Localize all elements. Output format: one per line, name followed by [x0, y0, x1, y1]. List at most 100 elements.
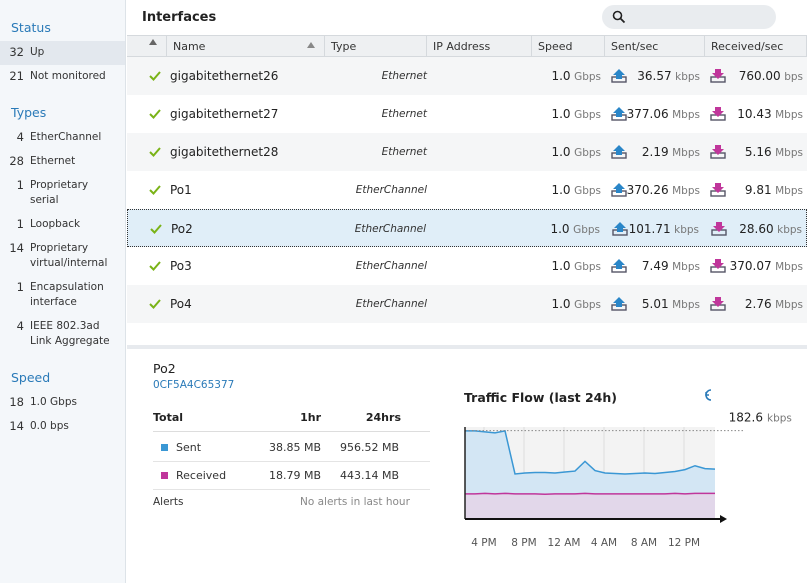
- column-header[interactable]: Speed: [532, 35, 605, 57]
- filter-count: 32: [9, 45, 24, 59]
- send-icon: [611, 259, 627, 273]
- check: [149, 109, 161, 119]
- sent-cell: 2.19 Mbps: [642, 133, 700, 172]
- section-title: Types: [11, 105, 47, 120]
- alerts-text: No alerts in last hour: [300, 496, 410, 508]
- totals-day: 956.52 MB: [339, 441, 399, 454]
- x-tick-label: 4 AM: [591, 537, 617, 549]
- check: [149, 299, 161, 309]
- interface-name: Po4: [170, 297, 192, 311]
- totals-hr: 38.85 MB: [268, 441, 321, 454]
- filter-label: Loopback: [30, 218, 81, 230]
- filter-item[interactable]: 21 Not monitored: [0, 65, 125, 89]
- series-line: [465, 492, 715, 496]
- speed-value: 1.0: [551, 145, 571, 159]
- filter-count: 14: [9, 241, 24, 255]
- speed-unit: Gbps: [574, 71, 601, 83]
- received-cell: 760.00 bps: [739, 57, 803, 96]
- filter-label: Not monitored: [30, 70, 106, 82]
- column-header[interactable]: Sent/sec: [605, 35, 705, 57]
- filter-item[interactable]: 4 IEEE 802.3ad Link Aggregate: [0, 315, 125, 354]
- table-row[interactable]: gigabitethernet26 Ethernet 1.0 Gbps 36.57 k…: [127, 57, 807, 95]
- check: [149, 185, 161, 195]
- sent-cell: 377.06 Mbps: [627, 95, 700, 134]
- sort-icon: [149, 39, 157, 45]
- send-icon: [611, 297, 627, 311]
- speed-value: 1.0: [551, 107, 571, 121]
- column-header[interactable]: Type: [325, 35, 427, 57]
- table-row[interactable]: Po3 EtherChannel 1.0 Gbps 7.49 Mbps 370.07 M…: [127, 247, 807, 285]
- sent-unit: Mbps: [672, 299, 700, 311]
- interface-type: EtherChannel: [355, 260, 427, 272]
- speed-unit: Gbps: [574, 299, 601, 311]
- sent-value: 36.57: [637, 69, 672, 83]
- sent-unit: Mbps: [672, 109, 700, 121]
- axis-arrow: [720, 515, 727, 523]
- icon-arrow: [712, 183, 724, 193]
- received-unit: kbps: [777, 224, 802, 236]
- x-tick-label: 4 PM: [471, 537, 496, 549]
- column-header[interactable]: Name: [167, 35, 325, 57]
- interface-name: Po1: [170, 183, 192, 197]
- received-unit: Mbps: [775, 299, 803, 311]
- detail-panel: Po2 0CF5A4C65377 Total 1hr 24hrs Sent 38.85 …: [127, 345, 807, 583]
- filter-item[interactable]: 1 Loopback: [0, 213, 125, 237]
- section-title: Speed: [11, 370, 51, 385]
- filter-item[interactable]: 1 Proprietary serial: [0, 174, 125, 213]
- sent-value: 370.26: [626, 183, 669, 197]
- search-box[interactable]: [602, 5, 776, 29]
- filter-item[interactable]: 28 Ethernet: [0, 150, 125, 174]
- status-check: [149, 71, 161, 81]
- interface-name: Po2: [171, 222, 193, 236]
- table-row[interactable]: Po1 EtherChannel 1.0 Gbps 370.26 Mbps 9.81 M…: [127, 171, 807, 209]
- history-icon[interactable]: [705, 389, 712, 401]
- sort-icon: [307, 42, 315, 48]
- sent-value: 7.49: [641, 259, 669, 273]
- filter-count: 1: [16, 178, 24, 192]
- icon-arrow: [713, 222, 725, 232]
- filter-item[interactable]: 14 0.0 bps: [0, 415, 125, 439]
- table-row[interactable]: gigabitethernet27 Ethernet 1.0 Gbps 377.06 …: [127, 95, 807, 133]
- sent-unit: Mbps: [672, 147, 700, 159]
- check: [149, 261, 161, 271]
- check: [150, 224, 162, 234]
- send-icon: [611, 145, 627, 159]
- interface-type: EtherChannel: [355, 298, 427, 310]
- traffic-chart: Traffic Flow (last 24h) 4 PM 8 PM 12 AM 4 AM…: [464, 389, 792, 549]
- panel-title: Interfaces: [142, 10, 217, 25]
- filter-item[interactable]: 4 EtherChannel: [0, 126, 125, 150]
- column-header[interactable]: IP Address: [427, 35, 532, 57]
- filter-item[interactable]: 32 Up: [0, 41, 125, 65]
- detail-name: Po2: [153, 361, 176, 376]
- send-icon: [611, 183, 627, 197]
- received-value: 9.81: [744, 183, 772, 197]
- table-row[interactable]: Po2 EtherChannel 1.0 Gbps 101.71 kbps 28.60 …: [127, 209, 807, 247]
- check: [149, 147, 161, 157]
- peak-unit: kbps: [767, 413, 792, 425]
- received-cell: 370.07 Mbps: [730, 247, 803, 286]
- status-check: [149, 109, 161, 119]
- filter-count: 28: [9, 154, 24, 168]
- filter-item[interactable]: 1 Encapsulation interface: [0, 276, 125, 315]
- filter-count: 1: [16, 217, 24, 231]
- filter-item[interactable]: 18 1.0 Gbps: [0, 391, 125, 415]
- alerts-label: Alerts: [153, 496, 184, 508]
- icon-arrow: [613, 107, 625, 117]
- speed-cell: 1.0 Gbps: [551, 133, 601, 172]
- legend-swatch: [161, 444, 168, 451]
- interface-type: Ethernet: [381, 70, 427, 82]
- filter-item[interactable]: 14 Proprietary virtual/internal: [0, 237, 125, 276]
- filter-count: 21: [9, 69, 24, 83]
- table-row[interactable]: Po4 EtherChannel 1.0 Gbps 5.01 Mbps 2.76 Mbp…: [127, 285, 807, 323]
- chart-title: Traffic Flow (last 24h): [464, 390, 617, 405]
- speed-unit: Gbps: [574, 185, 601, 197]
- x-tick-label: 8 PM: [511, 537, 536, 549]
- received-value: 370.07: [729, 259, 772, 273]
- filter-count: 4: [16, 130, 24, 144]
- column-header[interactable]: Received/sec: [705, 35, 807, 57]
- filter-label: Up: [30, 46, 45, 58]
- receive-icon: [710, 259, 726, 273]
- table-row[interactable]: gigabitethernet28 Ethernet 1.0 Gbps 2.19 Mb…: [127, 133, 807, 171]
- filter-label: 0.0 bps: [30, 420, 69, 432]
- speed-cell: 1.0 Gbps: [551, 57, 601, 96]
